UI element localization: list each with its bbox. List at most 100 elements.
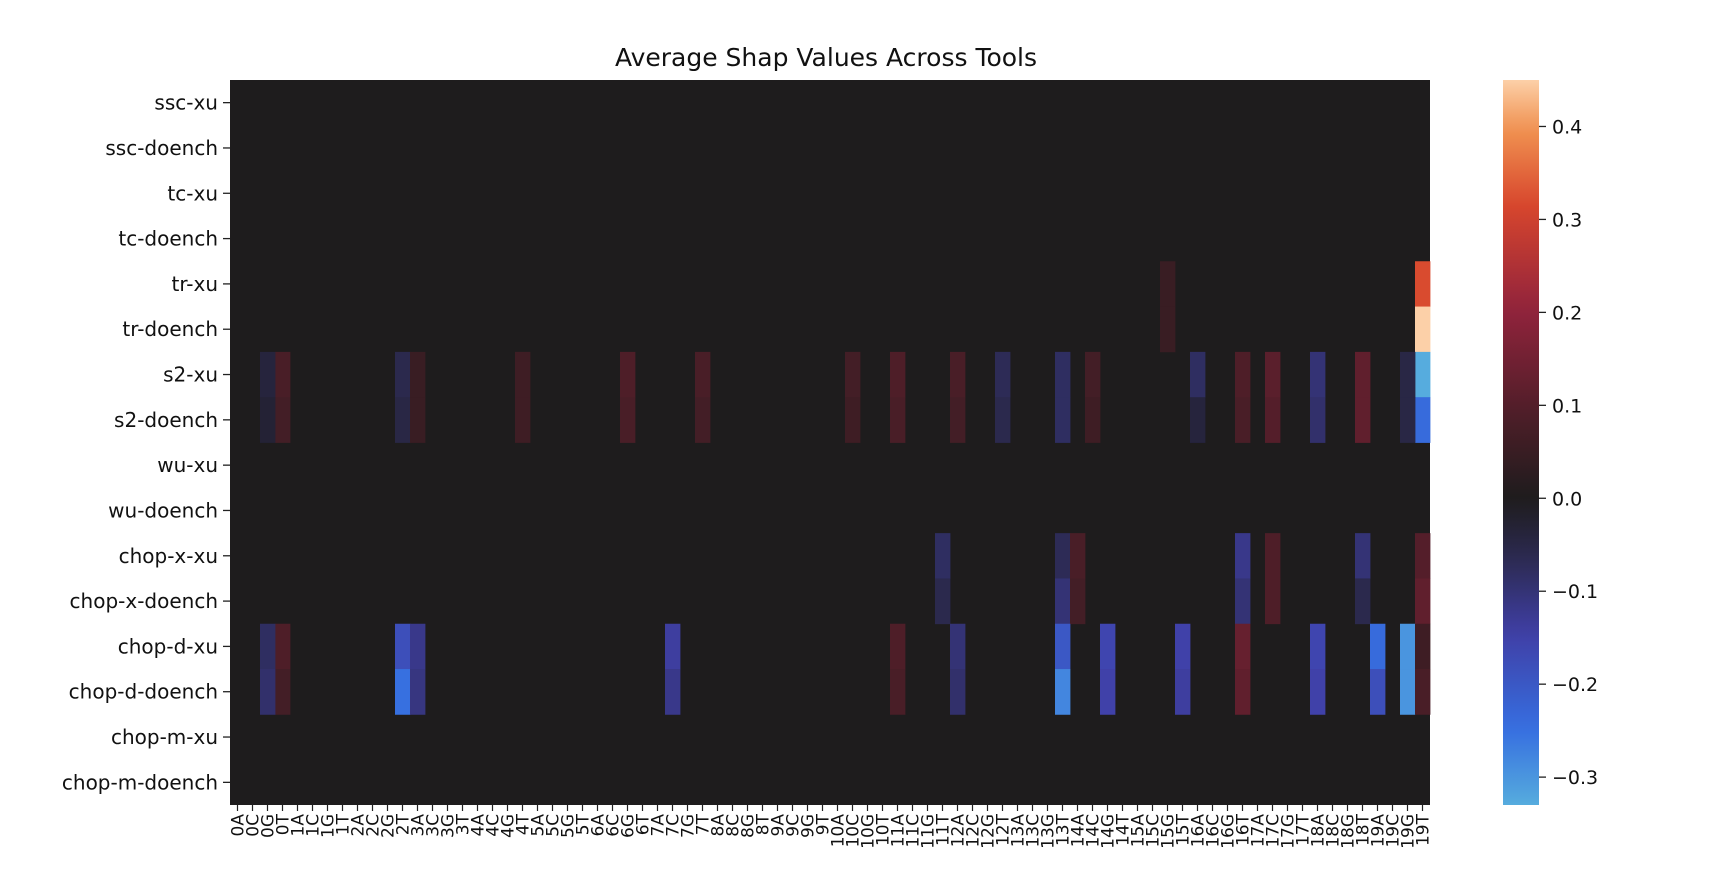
heatmap-cell xyxy=(1310,351,1326,398)
x-tick-label: 14C xyxy=(1084,814,1104,848)
heatmap-cell xyxy=(1160,261,1176,307)
x-tick-label: 12C xyxy=(964,814,984,848)
heatmap-cells xyxy=(230,80,1431,805)
heatmap-cell xyxy=(1235,351,1251,398)
x-tick-label: 12T xyxy=(994,813,1014,846)
heatmap-cell xyxy=(890,623,906,670)
y-tick-label: wu-xu xyxy=(157,453,218,477)
heatmap-cell xyxy=(1235,578,1251,625)
heatmap-cell xyxy=(1415,397,1431,443)
x-tick-label: 18A xyxy=(1309,814,1329,848)
x-tick-label: 7C xyxy=(664,814,684,837)
heatmap-cell xyxy=(890,397,906,443)
heatmap-cell xyxy=(515,397,531,443)
heatmap-cell xyxy=(890,351,906,398)
y-tick-label: tc-doench xyxy=(118,227,218,251)
heatmap-cell xyxy=(1190,397,1206,443)
x-tick-label: 15C xyxy=(1144,814,1164,848)
heatmap-cell xyxy=(1160,306,1176,353)
colorbar xyxy=(1503,80,1539,805)
x-tick-label: 18C xyxy=(1324,814,1344,848)
x-tick-label: 19T xyxy=(1414,813,1434,846)
heatmap-cell xyxy=(1070,533,1086,579)
heatmap-cell xyxy=(1355,397,1371,443)
x-tick-label: 1C xyxy=(304,814,324,837)
x-tick-label: 10A xyxy=(829,814,849,848)
x-tick-label: 10G xyxy=(859,814,879,849)
x-tick-label: 12A xyxy=(949,814,969,848)
x-tick-label: 4C xyxy=(484,814,504,837)
colorbar-tick-label: 0.0 xyxy=(1552,488,1582,510)
x-tick-label: 8A xyxy=(709,814,729,837)
x-tick-label: 2A xyxy=(349,814,369,837)
x-tick-label: 17T xyxy=(1294,813,1314,846)
x-tick-label: 5T xyxy=(574,813,594,835)
heatmap-cell xyxy=(1055,533,1071,579)
heatmap-cell xyxy=(935,578,951,625)
heatmap-cell xyxy=(1400,669,1416,715)
colorbar-tick-label: −0.3 xyxy=(1552,767,1598,789)
heatmap-cell xyxy=(260,351,276,398)
heatmap-cell xyxy=(1085,351,1101,398)
y-tick-label: chop-m-xu xyxy=(111,725,218,749)
y-tick-label: tc-xu xyxy=(167,181,218,205)
heatmap-cell xyxy=(395,351,411,398)
heatmap-cell xyxy=(845,351,861,398)
x-tick-label: 6A xyxy=(589,814,609,837)
heatmap-cell xyxy=(1055,623,1071,670)
y-tick-label: tr-doench xyxy=(122,317,218,341)
heatmap-cell xyxy=(935,533,951,579)
x-tick-label: 17G xyxy=(1279,814,1299,849)
heatmap-cell xyxy=(1415,669,1431,715)
x-tick-label: 10C xyxy=(844,814,864,848)
x-tick-label: 11G xyxy=(919,814,939,849)
chart-title: Average Shap Values Across Tools xyxy=(615,43,1037,72)
heatmap-cell xyxy=(950,623,966,670)
heatmap-cell xyxy=(275,397,291,443)
heatmap-cell xyxy=(950,397,966,443)
x-tick-label: 5C xyxy=(544,814,564,837)
x-tick-label: 8G xyxy=(739,814,759,838)
heatmap-cell xyxy=(620,351,636,398)
x-tick-label: 14G xyxy=(1099,814,1119,849)
heatmap-cell xyxy=(620,397,636,443)
x-tick-label: 15T xyxy=(1174,813,1194,846)
heatmap-cell xyxy=(890,669,906,715)
x-tick-label: 11C xyxy=(904,814,924,848)
x-tick-label: 5G xyxy=(559,814,579,838)
heatmap-cell xyxy=(515,351,531,398)
x-tick-label: 12G xyxy=(979,814,999,849)
heatmap-cell xyxy=(1235,623,1251,670)
heatmap-cell xyxy=(1370,669,1386,715)
x-axis: 0A0C0G0T1A1C1G1T2A2C2G2T3A3C3G3T4A4C4G4T… xyxy=(229,805,1434,849)
heatmap-cell xyxy=(410,351,426,398)
x-tick-label: 6C xyxy=(604,814,624,837)
x-tick-label: 1A xyxy=(289,814,309,837)
heatmap-cell xyxy=(1175,669,1191,715)
heatmap-cell xyxy=(995,351,1011,398)
heatmap-cell xyxy=(1310,623,1326,670)
heatmap-cell xyxy=(950,351,966,398)
x-tick-label: 19G xyxy=(1399,814,1419,849)
heatmap-cell xyxy=(1235,397,1251,443)
colorbar-tick-label: 0.1 xyxy=(1552,395,1582,417)
x-tick-label: 7T xyxy=(694,813,714,835)
heatmap-cell xyxy=(1190,351,1206,398)
y-tick-label: chop-d-doench xyxy=(69,680,218,704)
x-tick-label: 5A xyxy=(529,814,549,837)
heatmap-cell xyxy=(1055,351,1071,398)
heatmap-cell xyxy=(275,669,291,715)
heatmap-cell xyxy=(1310,669,1326,715)
heatmap-cell xyxy=(950,669,966,715)
heatmap-cell xyxy=(1265,578,1281,625)
heatmap-cell xyxy=(1400,623,1416,670)
x-tick-label: 9G xyxy=(799,814,819,838)
x-tick-label: 3A xyxy=(409,814,429,837)
heatmap-cell xyxy=(1415,351,1431,398)
x-tick-label: 4G xyxy=(499,814,519,838)
x-tick-label: 15A xyxy=(1129,814,1149,848)
colorbar-tick-label: −0.2 xyxy=(1552,674,1598,696)
heatmap-cell xyxy=(395,623,411,670)
x-tick-label: 14A xyxy=(1069,814,1089,848)
